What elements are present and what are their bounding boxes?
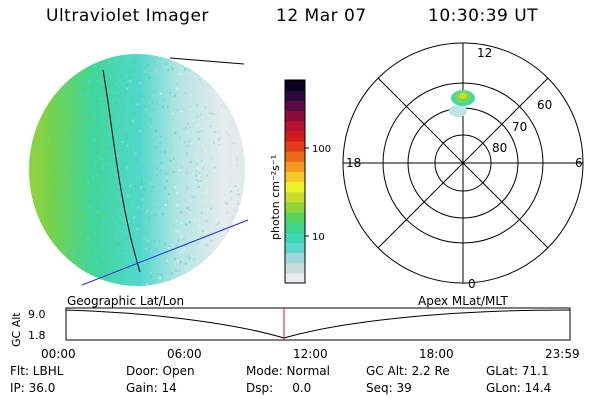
colorbar-segment	[285, 211, 305, 223]
colorbar-segment	[285, 171, 305, 183]
status-seq: Seq: 39	[366, 381, 412, 395]
status-door: Door: Open	[126, 364, 195, 378]
status-glon: GLon: 14.4	[486, 381, 552, 395]
limb-marker-line	[169, 57, 245, 65]
colorbar-segment	[285, 140, 305, 152]
timeline-right-label: Apex MLat/MLT	[418, 294, 508, 308]
lat-label-80: 80	[492, 141, 507, 155]
colorbar-segment	[285, 120, 305, 132]
timeline-xtick-0600: 06:00	[167, 347, 202, 361]
terminator-line	[102, 69, 141, 273]
colorbar-segment	[285, 100, 305, 112]
colorbar-segment	[285, 232, 305, 243]
status-ip: IP: 36.0	[10, 381, 56, 395]
timeline-xtick-2359: 23:59	[545, 347, 580, 361]
timeline-axis-label: GC Alt	[10, 312, 23, 347]
colorbar-segment	[285, 201, 305, 213]
status-glat: GLat: 71.1	[486, 364, 549, 378]
mlt-label-12: 12	[477, 46, 492, 60]
colorbar-segment	[285, 110, 305, 122]
time-label: 10:30:39 UT	[428, 6, 539, 26]
mlt-label-6: 6	[575, 156, 583, 170]
timeline-xtick-1200: 12:00	[293, 347, 328, 361]
lat-label-70: 70	[512, 120, 527, 134]
timeline-xtick-0000: 00:00	[41, 347, 76, 361]
colorbar-segment	[285, 161, 305, 172]
timeline-ytick-1.8: 1.8	[28, 329, 46, 342]
status-gain: Gain: 14	[126, 381, 177, 395]
status-filter: Flt: LBHL	[10, 364, 64, 378]
date-label: 12 Mar 07	[276, 6, 367, 26]
horizon-line	[81, 219, 249, 286]
colorbar-segment	[285, 222, 305, 233]
mlt-label-18: 18	[346, 156, 361, 170]
colorbar-segment	[285, 90, 305, 101]
colorbar-tick-100: 100	[312, 144, 331, 155]
colorbar-segment	[285, 272, 305, 284]
altitude-curve	[65, 309, 571, 339]
instrument-title: Ultraviolet Imager	[46, 6, 209, 26]
colorbar-segment	[285, 181, 305, 193]
timeline-xtick-1800: 18:00	[419, 347, 454, 361]
colorbar-segment	[285, 151, 305, 162]
status-dsp: Dsp: 0.0	[246, 381, 312, 395]
colorbar-segment	[285, 130, 305, 142]
colorbar-segment	[285, 252, 305, 264]
status-gc-alt: GC Alt: 2.2 Re	[366, 364, 450, 378]
status-mode: Mode: Normal	[246, 364, 330, 378]
timeline-left-label: Geographic Lat/Lon	[67, 294, 185, 308]
colorbar-unit-label: photon cm⁻²s⁻¹	[269, 155, 282, 240]
colorbar-segment	[285, 262, 305, 274]
colorbar-segment	[285, 80, 305, 91]
colorbar-segment	[285, 242, 305, 254]
lat-label-60: 60	[537, 98, 552, 112]
colorbar-tick-10: 10	[312, 232, 325, 243]
colorbar-segment	[285, 191, 305, 203]
aurora-blob	[449, 90, 475, 117]
timeline-ytick-9: 9.0	[28, 308, 46, 321]
mlt-label-0: 0	[468, 277, 476, 291]
